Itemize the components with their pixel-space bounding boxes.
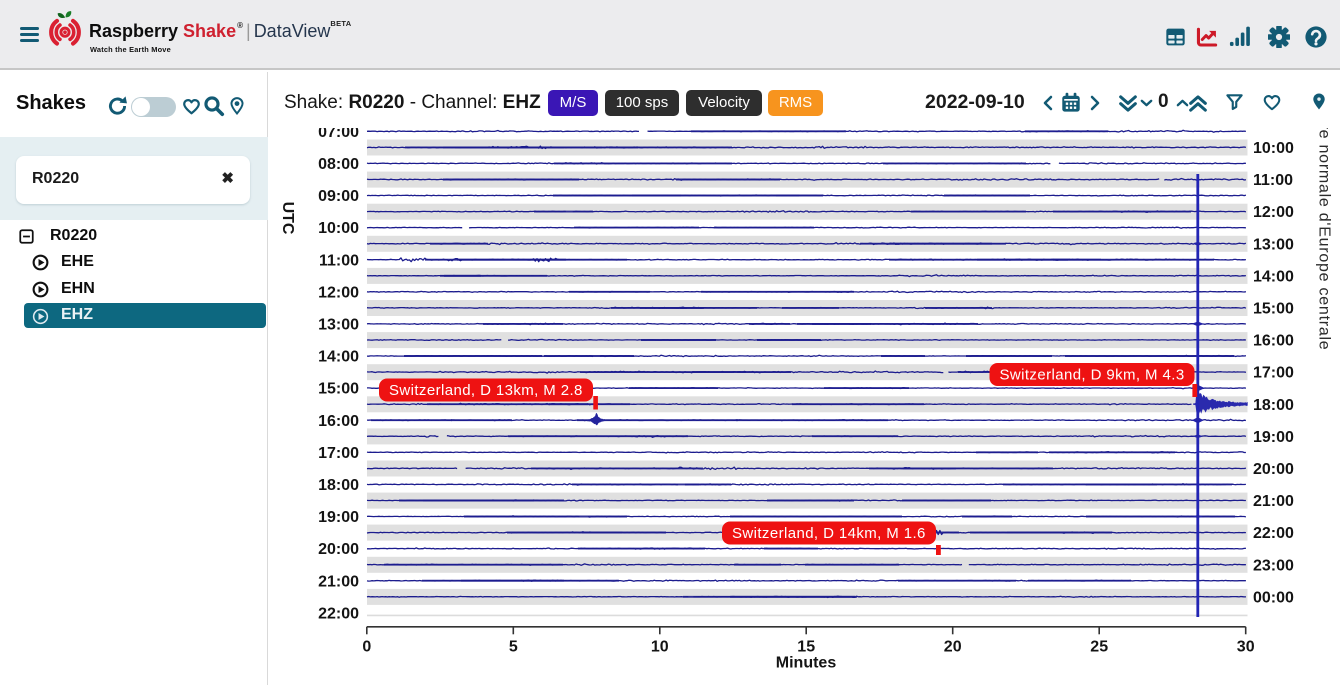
svg-text:5: 5 [509, 639, 518, 656]
svg-text:UTC: UTC [279, 202, 296, 235]
svg-text:Minutes: Minutes [776, 655, 837, 672]
svg-text:15:00: 15:00 [1253, 301, 1294, 318]
svg-text:30: 30 [1237, 639, 1255, 656]
svg-text:11:00: 11:00 [319, 252, 359, 269]
svg-text:21:00: 21:00 [1253, 493, 1294, 510]
svg-text:17:00: 17:00 [1253, 365, 1294, 382]
svg-text:Switzerland, D 13km, M 2.8: Switzerland, D 13km, M 2.8 [389, 382, 583, 399]
svg-text:23:00: 23:00 [1253, 557, 1294, 574]
svg-text:11:00: 11:00 [1253, 172, 1293, 189]
svg-text:00:00: 00:00 [1253, 589, 1294, 606]
svg-text:13:00: 13:00 [1253, 236, 1294, 253]
svg-text:10: 10 [651, 639, 669, 656]
svg-text:18:00: 18:00 [318, 477, 359, 494]
svg-text:17:00: 17:00 [318, 445, 359, 462]
svg-text:13:00: 13:00 [318, 317, 359, 334]
svg-text:20: 20 [944, 639, 962, 656]
svg-text:10:00: 10:00 [1253, 140, 1294, 157]
svg-text:Heure normale d'Europe central: Heure normale d'Europe centrale [1316, 128, 1333, 350]
svg-text:14:00: 14:00 [1253, 268, 1294, 285]
svg-text:Switzerland, D 9km, M 4.3: Switzerland, D 9km, M 4.3 [1000, 367, 1185, 384]
svg-text:15:00: 15:00 [318, 381, 359, 398]
svg-text:0: 0 [362, 639, 371, 656]
svg-text:16:00: 16:00 [1253, 333, 1294, 350]
svg-text:16:00: 16:00 [318, 413, 359, 430]
svg-text:Switzerland, D 14km, M 1.6: Switzerland, D 14km, M 1.6 [732, 525, 926, 542]
svg-text:25: 25 [1090, 639, 1108, 656]
svg-text:10:00: 10:00 [318, 220, 359, 237]
svg-text:15: 15 [797, 639, 815, 656]
svg-text:21:00: 21:00 [318, 573, 359, 590]
svg-text:09:00: 09:00 [318, 188, 359, 205]
svg-text:20:00: 20:00 [1253, 461, 1294, 478]
svg-text:19:00: 19:00 [318, 509, 359, 526]
svg-text:22:00: 22:00 [318, 605, 359, 622]
svg-text:12:00: 12:00 [1253, 204, 1294, 221]
svg-text:19:00: 19:00 [1253, 429, 1294, 446]
svg-text:18:00: 18:00 [1253, 397, 1294, 414]
svg-text:14:00: 14:00 [318, 349, 359, 366]
svg-text:08:00: 08:00 [318, 156, 359, 173]
svg-text:12:00: 12:00 [318, 284, 359, 301]
svg-text:22:00: 22:00 [1253, 525, 1294, 542]
svg-text:07:00: 07:00 [318, 128, 359, 141]
svg-text:20:00: 20:00 [318, 541, 359, 558]
